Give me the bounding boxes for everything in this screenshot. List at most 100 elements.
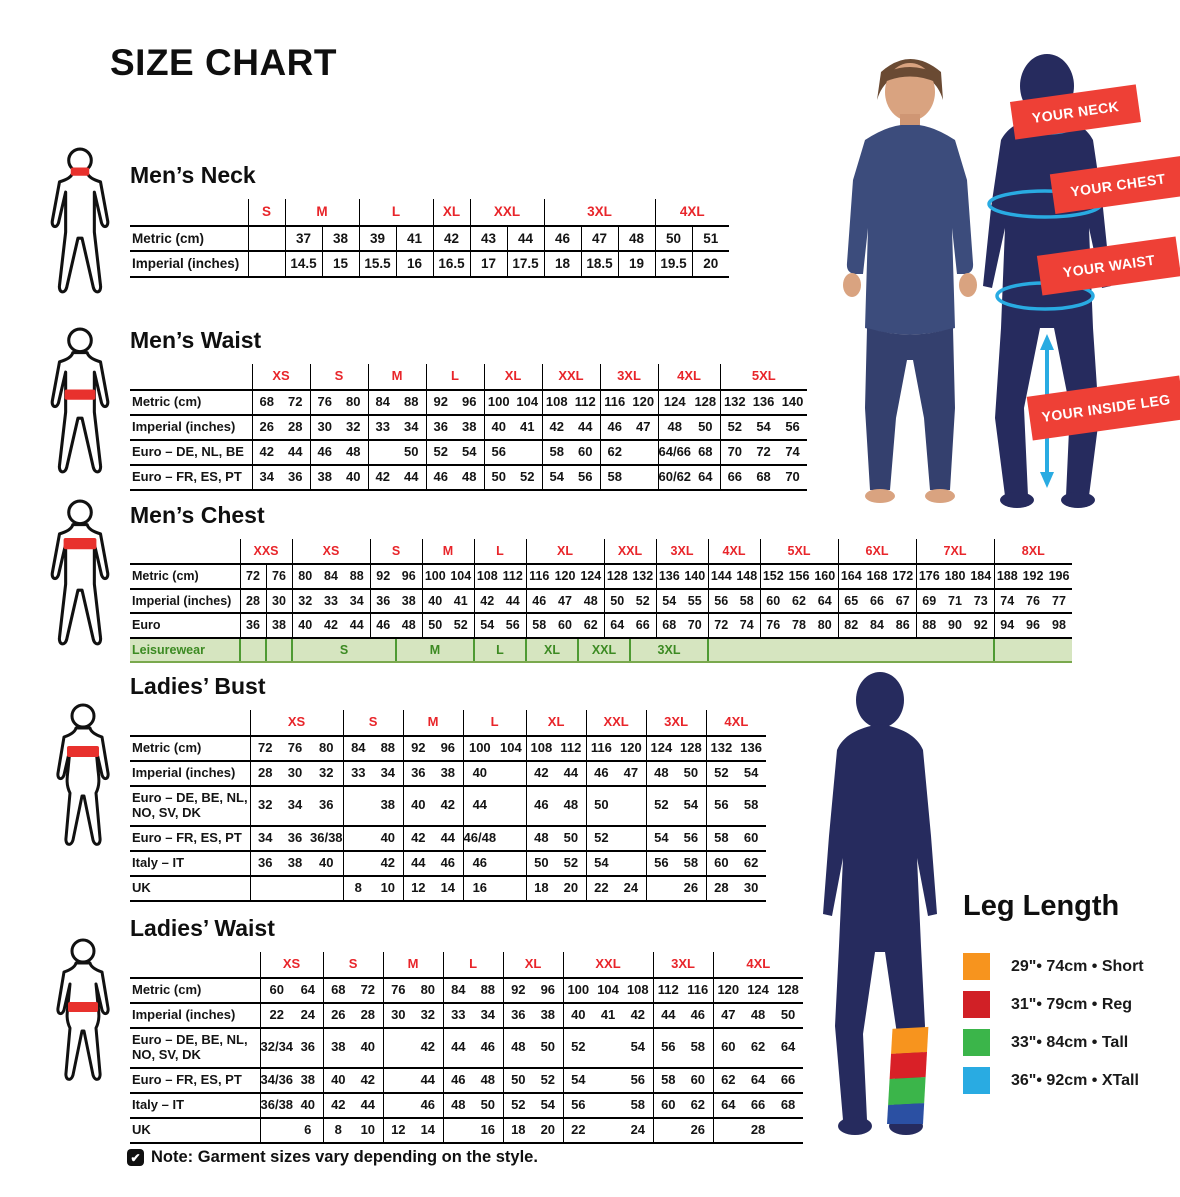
size-cell: 32: [249, 785, 280, 827]
size-cell: 46: [369, 613, 396, 639]
size-cell: 104: [513, 389, 542, 416]
leg-length-swatch: [963, 1067, 990, 1094]
size-cell: 58: [623, 1092, 654, 1119]
size-cell: 54: [655, 588, 682, 615]
size-cell: 33: [442, 1002, 474, 1029]
size-cell: 46: [543, 225, 581, 253]
size-cell: 52: [448, 613, 474, 639]
leg-length-label: 31"• 79cm • Reg: [1011, 995, 1133, 1013]
size-cell: 32: [339, 414, 368, 441]
size-cell: 48: [502, 1027, 534, 1069]
size-cell: 16.5: [432, 251, 470, 278]
leg-length-legend: Leg Length 29"• 74cm • Short 31"• 79cm • …: [963, 890, 1180, 1105]
mens-neck-table-wrap: S M L XL XXL 3XL 4XL Metric (cm) 37 38 39 41 42 43 44 4…: [130, 199, 729, 278]
size-cell: [382, 1092, 414, 1119]
figure-head: [67, 327, 93, 354]
size-header-spacer: [130, 710, 250, 737]
row-label: Italy – IT: [130, 850, 250, 877]
leg-length-label: 29"• 74cm • Short: [1011, 957, 1144, 975]
size-cell: [342, 785, 374, 827]
measurement-guide-figure: YOUR NECK YOUR CHEST YOUR WAIST YOUR INS…: [795, 28, 1180, 520]
size-cell: 30: [280, 760, 310, 787]
size-cell: 92: [425, 389, 455, 416]
section-ladies-waist: Ladies’ Waist XS S M L XL XXL 3XL 4XL Metric (cm…: [130, 915, 804, 1144]
size-cell: 40: [322, 1067, 354, 1094]
size-cell: 96: [396, 564, 422, 590]
size-header: 4XL: [705, 710, 767, 737]
size-cell: 74: [993, 588, 1020, 615]
size-cell: 48: [339, 439, 368, 466]
size-cell: 50: [473, 1092, 504, 1119]
size-cell: 60: [736, 825, 767, 852]
size-cell: 32: [291, 588, 318, 615]
size-cell: 88: [473, 977, 504, 1004]
size-cell: 52: [630, 588, 656, 615]
size-cell: 36: [280, 825, 310, 852]
size-cell: [616, 785, 647, 827]
table-row: Italy – IT 36/38 40 42 44 46 48 50 52 54 56 58 60 62 6…: [130, 1092, 804, 1119]
table-row: UK 8 10 12 14 16 18 20 22 24 26 28 30: [130, 875, 767, 902]
size-cell: 46: [585, 760, 617, 787]
size-cell: 28: [743, 1117, 774, 1144]
table-row: Euro – FR, ES, PT 34/36 38 40 42 44 46 48 50 52 54…: [130, 1067, 804, 1094]
size-cell: 78: [786, 613, 812, 639]
leg-length-items: 29"• 74cm • Short 31"• 79cm • Reg 33"• 84c…: [963, 953, 1180, 1094]
size-cell: 54: [585, 850, 617, 877]
ladies-bust-figure-icon: [48, 700, 120, 871]
section-title: Men’s Waist: [130, 327, 262, 353]
size-header: 6XL: [837, 539, 916, 566]
size-cell: 68: [655, 613, 682, 639]
size-header-row: XS S M L XL XXL 3XL 4XL: [130, 952, 804, 979]
size-cell: 52: [425, 439, 455, 466]
size-cell: 41: [448, 588, 474, 615]
size-header: S: [369, 539, 422, 566]
size-cell: 15.5: [358, 251, 396, 278]
size-cell: 55: [682, 588, 708, 615]
size-header: XL: [502, 952, 564, 979]
size-cell: 56: [623, 1067, 654, 1094]
table-row: Euro – DE, BE, NL, NO, SV, DK 32 34 36 38 40 4…: [130, 785, 767, 827]
size-header: XXL: [603, 539, 656, 566]
size-cell: 40: [293, 1092, 324, 1119]
table-row: Imperial (inches) 14.5 15 15.5 16 16.5 17 17.5 1…: [130, 251, 729, 278]
size-cell: [593, 1092, 624, 1119]
size-cell: 96: [455, 389, 484, 416]
size-cell: 64/66: [657, 439, 692, 466]
mens-waist-figure-icon: [44, 326, 116, 497]
size-cell: 42: [413, 1027, 444, 1069]
table-row: Metric (cm) 68 72 76 80 84 88 92 96 100 104 108 112 1…: [130, 389, 808, 416]
size-cell: 184: [968, 564, 994, 590]
figure-body: [50, 351, 110, 474]
size-cell: 50: [676, 760, 707, 787]
size-cell: 60: [683, 1067, 714, 1094]
size-cell: 120: [552, 564, 578, 590]
size-cell: 36: [239, 613, 266, 639]
leg-length-swatch: [963, 1029, 990, 1056]
size-cell: 44: [500, 588, 526, 615]
size-cell: 128: [773, 977, 804, 1004]
size-cell: 60: [652, 1092, 684, 1119]
size-cell: [280, 875, 310, 902]
size-cell: 66: [719, 464, 750, 491]
size-cell: 36: [281, 464, 310, 491]
size-cell: 44: [353, 1092, 384, 1119]
size-cell: 70: [719, 439, 750, 466]
table-row: Metric (cm) 37 38 39 41 42 43 44 46 47 48 50 51: [130, 225, 729, 253]
leg-length-item: 31"• 79cm • Reg: [963, 991, 1180, 1018]
size-cell: 42: [432, 225, 470, 253]
size-cell: [593, 1117, 624, 1144]
size-header: 4XL: [707, 539, 760, 566]
size-cell: 50: [603, 588, 630, 615]
size-header: 3XL: [652, 952, 714, 979]
size-header: M: [382, 952, 444, 979]
size-header: S: [309, 364, 368, 391]
size-cell: 72: [249, 735, 280, 762]
size-cell: 68: [691, 439, 721, 466]
size-header: XL: [525, 539, 604, 566]
figure-head: [67, 499, 93, 526]
size-cell: 96: [1020, 613, 1046, 639]
size-cell: 73: [968, 588, 994, 615]
size-cell: 52: [513, 464, 542, 491]
ladies-waist-figure-icon: [48, 935, 120, 1106]
size-header: 3XL: [543, 199, 655, 227]
